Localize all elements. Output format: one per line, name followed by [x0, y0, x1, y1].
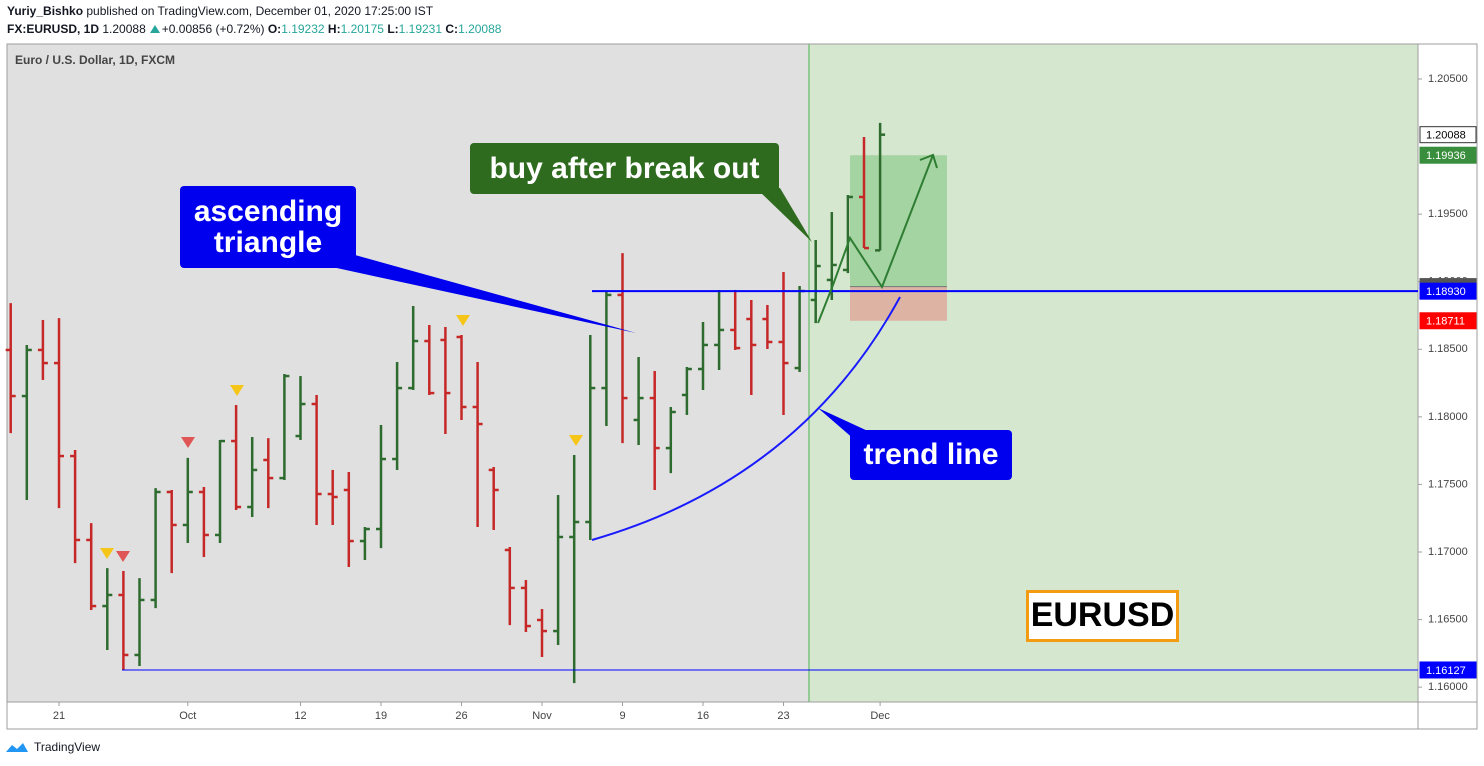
- price-label-box: [1419, 126, 1477, 144]
- callout-pointer: [760, 188, 812, 242]
- last-price: 1.20088: [102, 22, 146, 36]
- callout-pointer: [300, 255, 636, 333]
- up-arrow: [149, 25, 160, 33]
- price-label: 1.20088: [1426, 130, 1466, 142]
- target-zone: [850, 155, 947, 287]
- price-label-box: [1419, 661, 1477, 679]
- annotation: buy after break out: [470, 143, 779, 194]
- marker: [100, 548, 114, 559]
- y-tick-label: 1.20500: [1428, 73, 1468, 85]
- x-tick-label: 23: [777, 710, 789, 722]
- x-tick-label: Oct: [179, 710, 196, 722]
- x-tick-label: 12: [294, 710, 306, 722]
- price-label-box: [1419, 312, 1477, 330]
- chart-title: Euro / U.S. Dollar, 1D, FXCM: [15, 53, 175, 67]
- annotation: trend line: [850, 430, 1012, 480]
- header-line-2: FX:EURUSD, 1D 1.20088 +0.00856 (+0.72%) O…: [7, 22, 501, 36]
- published: published on TradingView.com, December 0…: [86, 4, 434, 18]
- close-label: C:: [445, 22, 459, 36]
- trend-curve: [591, 296, 901, 541]
- projection-arrow: [919, 153, 938, 169]
- price-label-box: [1419, 146, 1477, 164]
- marker: [230, 385, 244, 396]
- header-line-1: Yuriy_Bishko published on TradingView.co…: [7, 4, 433, 18]
- y-tick-label: 1.19500: [1428, 208, 1468, 220]
- y-tick-label: 1.18500: [1428, 343, 1468, 355]
- y-tick-label: 1.16000: [1428, 681, 1468, 693]
- x-tick-label: 9: [619, 710, 625, 722]
- x-tick-label: 21: [53, 710, 65, 722]
- x-tick-label: Nov: [532, 710, 552, 722]
- open-value: 1.19232: [281, 22, 325, 36]
- x-tick-label: 16: [697, 710, 709, 722]
- annotation: ascending triangle: [180, 186, 356, 268]
- stop-zone: [850, 286, 947, 321]
- high-value: 1.20175: [340, 22, 384, 36]
- low-label: L:: [387, 22, 399, 36]
- x-tick-label: Dec: [870, 710, 890, 722]
- y-tick-label: 1.16500: [1428, 613, 1468, 625]
- author: Yuriy_Bishko: [7, 4, 84, 18]
- annotation: EURUSD: [1026, 590, 1179, 642]
- frame: [6, 43, 1478, 730]
- marks: [5, 78, 1422, 706]
- logo: [6, 743, 28, 752]
- footer-brand: TradingView: [34, 740, 101, 754]
- x-tick-label: 19: [375, 710, 387, 722]
- close-value: 1.20088: [458, 22, 502, 36]
- price-label: 1.19936: [1426, 150, 1466, 162]
- signal-markers: [100, 315, 583, 562]
- marker: [569, 435, 583, 446]
- open-label: O:: [267, 22, 282, 36]
- change: +0.00856 (+0.72%): [161, 22, 265, 36]
- low-value: 1.19231: [398, 22, 443, 36]
- price-label: 1.18711: [1426, 316, 1465, 328]
- marker: [181, 437, 195, 448]
- price-label: 1.16127: [1426, 665, 1466, 677]
- x-tick-label: 26: [455, 710, 467, 722]
- y-tick-label: 1.17000: [1428, 546, 1468, 558]
- projection-path: [817, 154, 934, 324]
- symbol: FX:EURUSD, 1D: [7, 22, 100, 36]
- marker: [116, 551, 130, 562]
- marker: [456, 315, 470, 326]
- y-tick-label: 1.17500: [1428, 478, 1468, 490]
- price-label: 1.18930: [1426, 286, 1466, 298]
- high-label: H:: [327, 22, 341, 36]
- price-label-box: [1419, 282, 1477, 300]
- y-tick-label: 1.18000: [1428, 411, 1468, 423]
